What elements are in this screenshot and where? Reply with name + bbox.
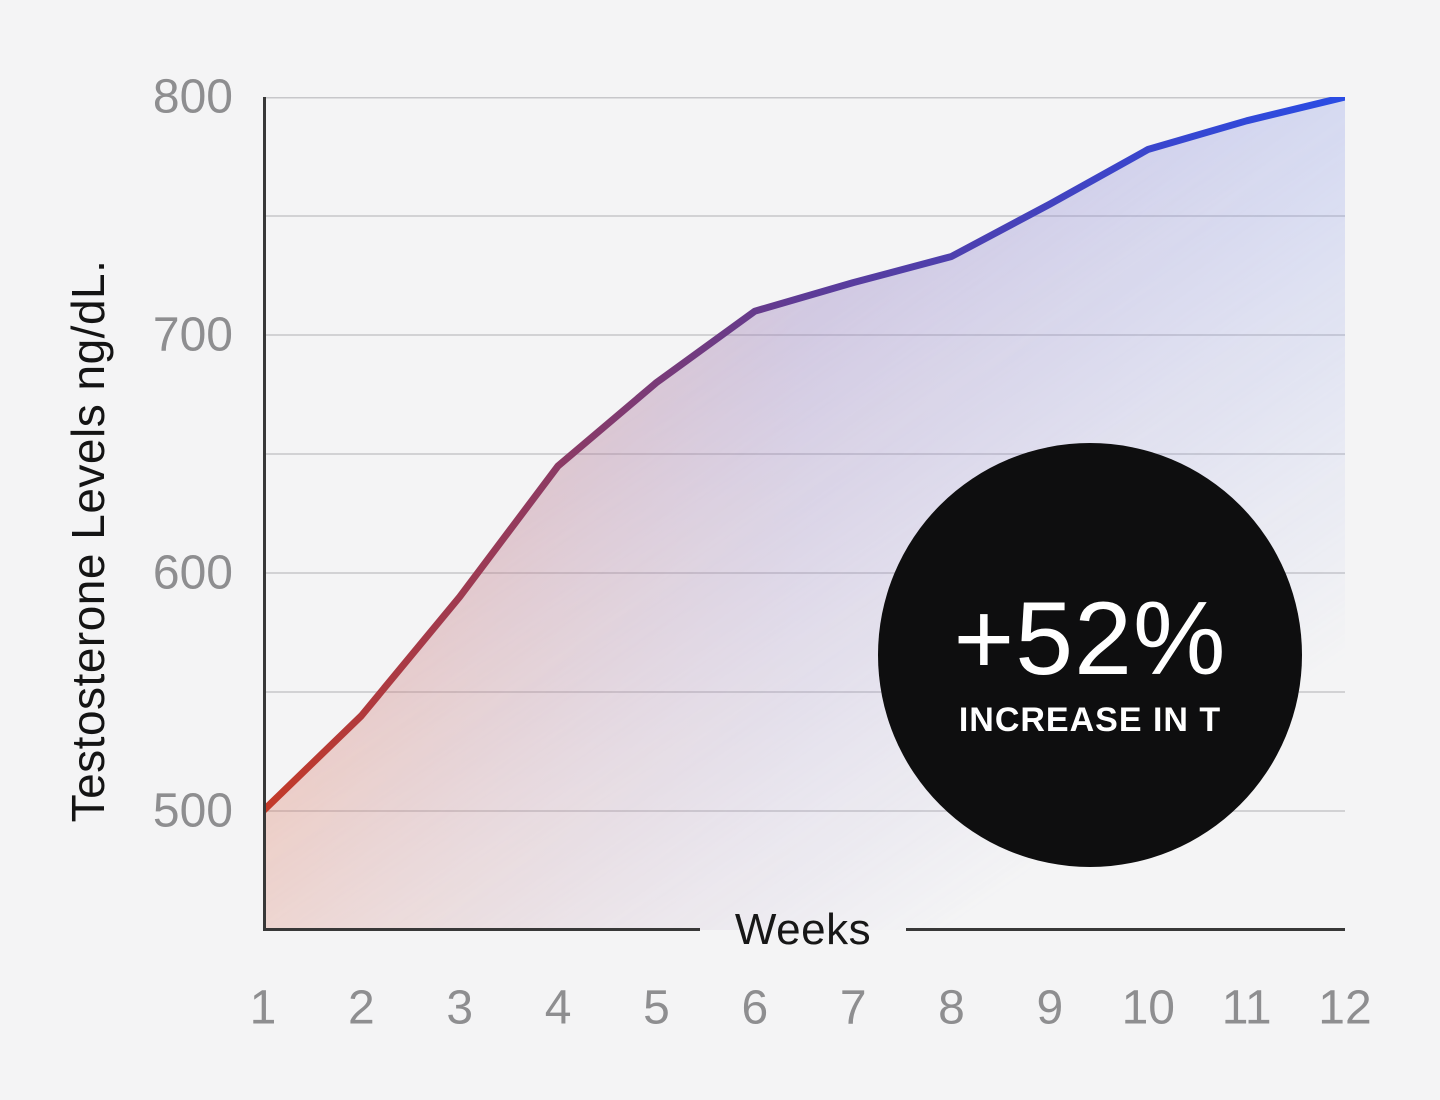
data-line xyxy=(263,97,1345,815)
y-tick-label: 800 xyxy=(152,70,233,124)
x-tick-label: 3 xyxy=(446,981,474,1035)
y-tick-label: 600 xyxy=(152,546,233,600)
y-tick-label: 700 xyxy=(152,308,233,362)
x-tick-label: 2 xyxy=(348,981,375,1035)
increase-badge: +52% INCREASE IN T xyxy=(878,443,1302,867)
x-tick-label: 7 xyxy=(839,981,867,1035)
x-tick-label: 1 xyxy=(249,981,277,1035)
y-axis-title: Testosterone Levels ng/dL. xyxy=(62,259,114,823)
x-axis-line-right xyxy=(906,928,1345,931)
x-tick-label: 5 xyxy=(643,981,670,1035)
x-tick-label: 12 xyxy=(1318,981,1372,1035)
x-tick-label: 8 xyxy=(938,981,965,1035)
x-tick-label: 4 xyxy=(544,981,572,1035)
x-tick-label: 10 xyxy=(1121,981,1175,1035)
x-tick-label: 11 xyxy=(1221,981,1272,1035)
badge-value: +52% xyxy=(953,581,1227,697)
x-tick-label: 6 xyxy=(741,981,769,1035)
x-axis-line-left xyxy=(263,928,700,931)
x-axis-title: Weeks xyxy=(734,905,872,954)
x-tick-label: 9 xyxy=(1036,981,1064,1035)
badge-label: INCREASE IN T xyxy=(958,701,1222,739)
y-tick-label: 500 xyxy=(152,784,233,838)
